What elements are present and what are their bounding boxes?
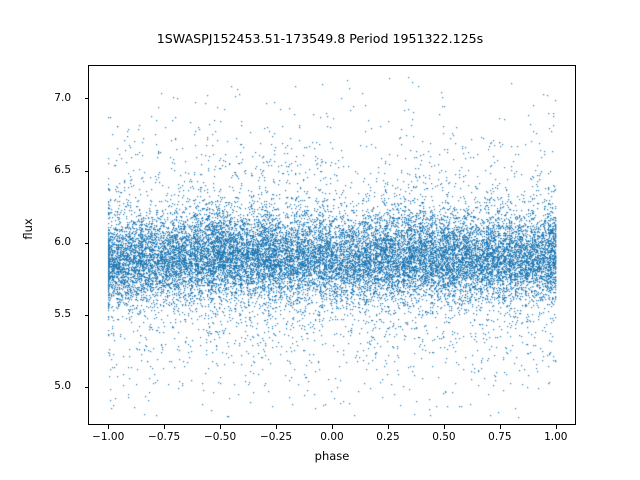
y-tick-label: 5.0: [54, 380, 71, 393]
plot-axes-area: [88, 65, 576, 425]
x-axis-label: phase: [314, 449, 350, 463]
x-tick-label: −1.00: [92, 431, 125, 443]
x-tick-mark: [443, 425, 445, 429]
y-tick-mark: [84, 98, 88, 100]
x-tick-mark: [332, 425, 333, 429]
y-tick-mark: [84, 242, 88, 244]
x-tick-mark: [276, 425, 278, 429]
x-tick-label: 0.00: [320, 431, 344, 443]
scatter-plot-canvas: [89, 66, 575, 424]
x-tick-label: 1.00: [544, 431, 568, 443]
x-tick-mark: [164, 425, 166, 429]
x-tick-label: −0.25: [259, 431, 293, 443]
y-tick-mark: [84, 170, 88, 172]
y-tick-label: 5.5: [54, 308, 71, 321]
x-tick-label: −0.50: [203, 431, 237, 443]
y-tick-label: 6.5: [54, 164, 71, 177]
x-tick-mark: [499, 425, 501, 429]
x-tick-mark: [108, 425, 110, 429]
x-tick-label: 0.50: [432, 431, 456, 443]
x-tick-label: 0.75: [488, 431, 512, 443]
y-tick-mark: [84, 314, 88, 316]
page-title: 1SWASPJ152453.51-173549.8 Period 1951322…: [156, 31, 484, 46]
x-tick-label: −0.75: [148, 431, 181, 443]
x-tick-label: 0.25: [376, 431, 400, 443]
y-tick-mark: [84, 386, 88, 388]
y-tick-label: 6.0: [54, 236, 71, 249]
x-tick-mark: [387, 425, 389, 429]
y-tick-label: 7.0: [54, 91, 71, 104]
x-tick-mark: [555, 425, 557, 429]
x-tick-mark: [220, 425, 222, 429]
y-axis-label: flux: [21, 218, 35, 240]
